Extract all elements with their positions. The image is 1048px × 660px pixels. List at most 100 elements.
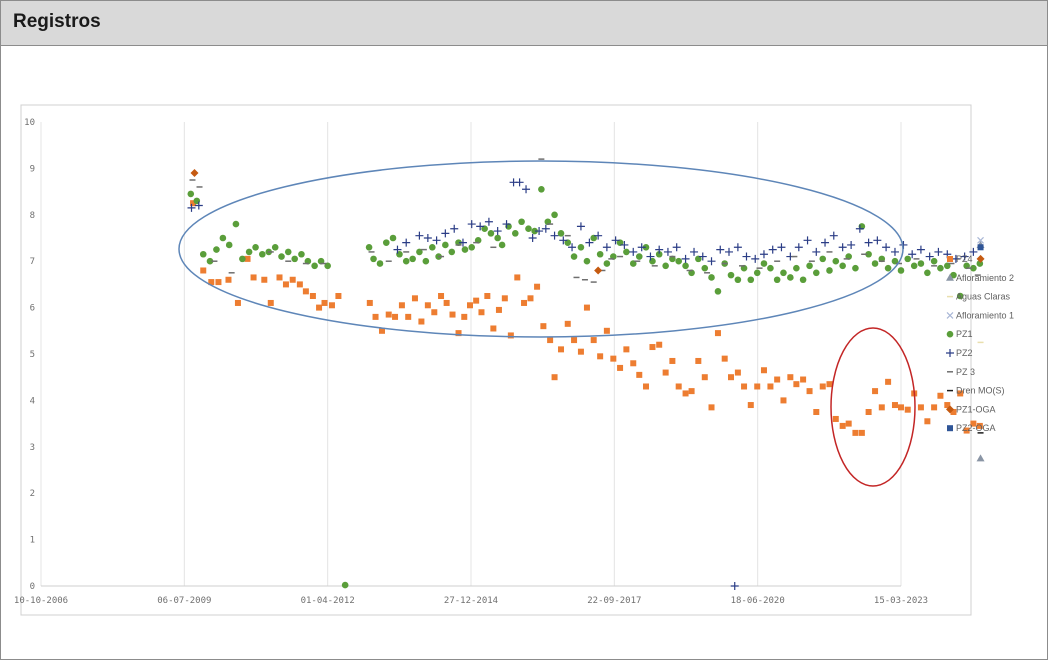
data-point — [747, 276, 755, 284]
legend-entry: PZ1-OGA — [946, 404, 996, 414]
data-point — [309, 293, 316, 299]
data-point — [800, 376, 807, 383]
data-point — [721, 355, 728, 362]
grid-lines — [40, 122, 902, 587]
data-point — [832, 415, 839, 422]
data-point — [423, 234, 432, 242]
data-point — [393, 245, 402, 254]
data-point — [187, 203, 196, 212]
x-tick-label: 27-12-2014 — [444, 596, 498, 606]
data-point — [261, 276, 268, 283]
data-point — [728, 374, 735, 381]
data-point — [643, 383, 650, 390]
data-point — [250, 274, 257, 281]
data-point — [468, 243, 476, 251]
data-point — [937, 264, 944, 272]
data-point — [682, 390, 689, 397]
data-point — [620, 240, 629, 249]
data-point — [225, 241, 233, 249]
data-point — [521, 299, 528, 306]
data-point — [741, 383, 748, 390]
data-point — [799, 276, 807, 284]
data-point — [411, 295, 418, 302]
data-point — [977, 244, 984, 251]
data-point — [708, 404, 715, 411]
data-point — [190, 200, 197, 207]
data-point — [590, 234, 597, 242]
data-point — [930, 257, 938, 265]
data-point — [708, 274, 715, 281]
data-point — [931, 404, 938, 411]
data-point — [767, 264, 774, 272]
series-aflor1 — [977, 236, 984, 244]
data-point — [481, 225, 488, 233]
data-point — [441, 229, 450, 238]
data-point — [946, 405, 954, 414]
data-point — [597, 353, 604, 360]
data-point — [774, 376, 781, 383]
data-point — [577, 243, 585, 251]
data-point — [590, 337, 597, 344]
y-tick-label: 1 — [30, 536, 35, 546]
data-point — [826, 267, 833, 274]
data-point — [847, 240, 856, 249]
data-point — [245, 248, 253, 256]
data-point — [490, 325, 497, 332]
data-point — [969, 247, 978, 256]
data-point — [577, 348, 584, 355]
data-point — [760, 260, 768, 267]
data-point — [675, 383, 682, 390]
data-point — [806, 388, 813, 395]
data-point — [675, 257, 682, 265]
data-point — [458, 238, 467, 247]
data-point — [733, 243, 742, 252]
data-point — [707, 257, 716, 266]
data-point — [493, 227, 502, 236]
data-point — [206, 257, 214, 265]
data-point — [244, 255, 251, 262]
data-point — [742, 252, 751, 261]
data-point — [455, 330, 462, 337]
data-point — [219, 234, 227, 242]
data-point — [672, 243, 681, 252]
data-point — [366, 299, 373, 306]
data-point — [734, 369, 741, 376]
data-point — [507, 332, 514, 339]
data-point — [688, 388, 695, 395]
data-point — [372, 313, 379, 320]
data-point — [534, 283, 541, 290]
data-point — [812, 247, 821, 256]
data-point — [925, 252, 934, 261]
data-point — [891, 402, 898, 409]
data-point — [466, 302, 473, 309]
data-point — [501, 295, 508, 302]
data-point — [681, 254, 690, 263]
data-point — [571, 337, 578, 344]
legend-entry: PZ4 — [947, 254, 973, 264]
data-point — [924, 418, 931, 425]
x-tick-label: 18-06-2020 — [731, 596, 785, 606]
series-pz2oga — [977, 244, 984, 251]
data-point — [502, 220, 511, 229]
data-point — [438, 293, 445, 299]
data-point — [916, 245, 925, 254]
data-point — [819, 383, 826, 390]
data-point — [649, 344, 656, 351]
series-pz1oga — [190, 169, 985, 275]
legend-label: Afloramiento 1 — [956, 310, 1014, 320]
data-point — [642, 243, 650, 251]
data-point — [398, 302, 405, 309]
data-point — [669, 357, 676, 364]
data-point — [734, 276, 742, 284]
data-point — [596, 250, 604, 258]
data-point — [443, 299, 450, 306]
data-point — [448, 248, 456, 256]
data-point — [564, 320, 571, 327]
data-point — [946, 330, 954, 338]
data-point — [429, 243, 436, 251]
legend-label: PZ1-OGA — [956, 404, 996, 414]
data-point — [541, 224, 550, 233]
data-point — [442, 241, 449, 249]
series-pz2 — [187, 178, 978, 590]
data-point — [780, 269, 787, 277]
